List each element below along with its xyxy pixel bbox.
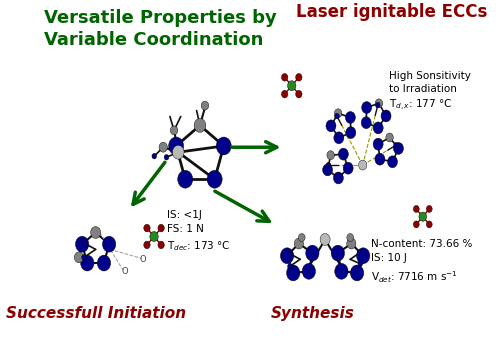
Circle shape [414,205,419,212]
Circle shape [419,212,426,221]
Circle shape [334,109,342,118]
Circle shape [346,112,356,124]
Circle shape [334,113,340,119]
Circle shape [158,241,164,249]
Circle shape [82,241,87,246]
Circle shape [394,142,398,148]
Circle shape [80,255,94,271]
Circle shape [280,248,294,264]
Circle shape [144,241,150,249]
Text: Versatile Properties by
Variable Coordination: Versatile Properties by Variable Coordin… [44,9,276,49]
Circle shape [373,122,383,134]
Circle shape [426,205,432,212]
Circle shape [194,118,206,132]
Circle shape [326,162,331,168]
Circle shape [327,151,334,160]
Circle shape [394,142,404,154]
Text: High Sonsitivity
to Irradiation
T$_{d,x}$: 177 °C: High Sonsitivity to Irradiation T$_{d,x}… [390,71,471,113]
Circle shape [347,233,354,242]
Circle shape [288,264,292,269]
Circle shape [358,160,367,170]
Circle shape [350,265,364,281]
Circle shape [320,233,330,245]
Circle shape [207,170,222,188]
Circle shape [375,153,385,165]
Text: Successfull Initiation: Successfull Initiation [6,306,186,321]
Circle shape [331,245,344,261]
Circle shape [414,221,419,228]
Circle shape [178,170,192,188]
Circle shape [90,226,101,238]
Circle shape [298,233,305,242]
Circle shape [152,153,156,159]
Circle shape [164,154,169,160]
Circle shape [426,221,432,228]
Circle shape [356,248,370,264]
Circle shape [144,224,150,232]
Circle shape [388,156,398,168]
Circle shape [381,110,391,122]
Text: Laser ignitable ECCs: Laser ignitable ECCs [296,4,488,21]
Circle shape [172,145,184,159]
Circle shape [362,102,372,113]
Circle shape [170,126,178,135]
Circle shape [288,81,296,91]
Text: O: O [140,255,146,264]
Circle shape [346,238,356,249]
Circle shape [201,101,208,110]
Circle shape [357,250,362,256]
Circle shape [322,164,332,176]
Circle shape [334,172,344,184]
Text: N-content: 73.66 %
IS: 10 J
V$_{det}$: 7716 m s$^{-1}$: N-content: 73.66 % IS: 10 J V$_{det}$: 7… [371,239,472,285]
Circle shape [306,245,319,261]
Circle shape [361,117,371,129]
Circle shape [158,224,164,232]
Circle shape [159,142,168,152]
Circle shape [168,137,184,155]
Circle shape [74,252,84,263]
Circle shape [346,127,356,139]
Circle shape [334,132,344,144]
Circle shape [296,74,302,81]
Circle shape [302,263,316,279]
Circle shape [343,162,353,174]
Circle shape [76,236,89,252]
Circle shape [288,251,292,257]
Circle shape [82,254,86,260]
Circle shape [98,255,110,271]
Circle shape [282,90,288,98]
Circle shape [338,148,348,160]
Circle shape [334,263,348,279]
Circle shape [376,102,380,108]
Circle shape [150,231,158,242]
Circle shape [216,137,232,155]
Circle shape [326,120,336,132]
Circle shape [102,236,116,252]
Circle shape [282,74,288,81]
Circle shape [286,265,300,281]
Circle shape [375,99,382,108]
Text: Synthesis: Synthesis [270,306,354,321]
Text: O: O [122,267,128,276]
Circle shape [294,238,304,249]
Text: IS: <1J
FS: 1 N
T$_{dec}$: 173 °C: IS: <1J FS: 1 N T$_{dec}$: 173 °C [166,210,230,252]
Circle shape [386,133,394,142]
Circle shape [358,261,362,266]
Circle shape [296,90,302,98]
Circle shape [373,138,383,150]
